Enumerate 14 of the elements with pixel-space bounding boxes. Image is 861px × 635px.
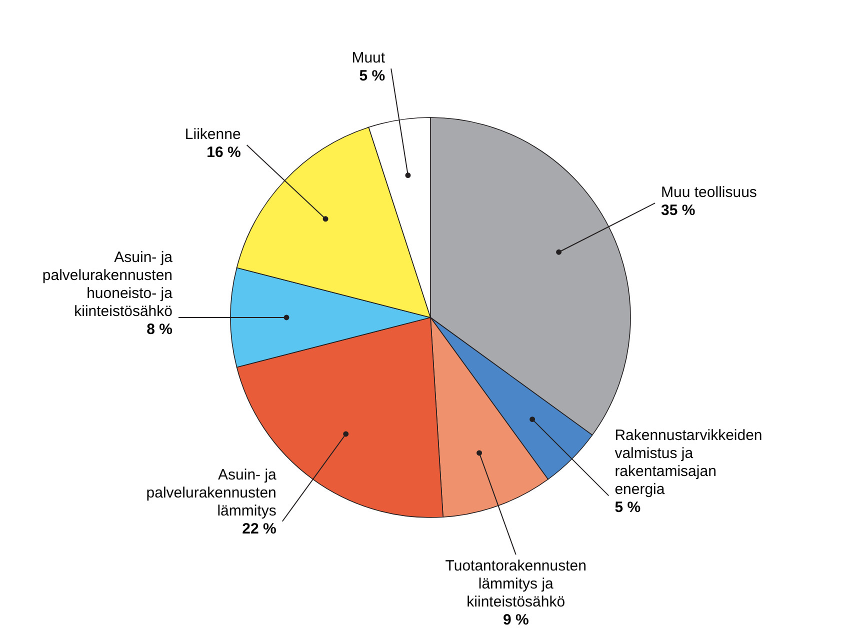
data-label: 5 %	[359, 68, 386, 85]
slice-label: Muut	[352, 50, 386, 67]
slice-label: Liikenne	[184, 126, 241, 143]
data-label: 5 %	[614, 499, 641, 516]
slice-label: Tuotantorakennusten lämmitys ja kiinteistösähkö	[445, 558, 586, 611]
data-label: 16 %	[206, 144, 241, 161]
data-label: 35 %	[661, 202, 696, 220]
slice-label: Muu teollisuus	[661, 184, 757, 202]
slice-label: Asuin- ja palvelurakennusten lämmitys	[146, 466, 278, 520]
data-label: 22 %	[242, 520, 276, 538]
slice-label: Asuin- ja palvelurakennusten huoneisto- ja kiinteistösähkö	[42, 249, 174, 320]
data-label: 8 %	[146, 321, 172, 338]
slice-label: Rakennustarvikkeiden valmistus ja rakentamisajan energia	[614, 427, 762, 498]
data-label: 9 %	[502, 612, 529, 629]
